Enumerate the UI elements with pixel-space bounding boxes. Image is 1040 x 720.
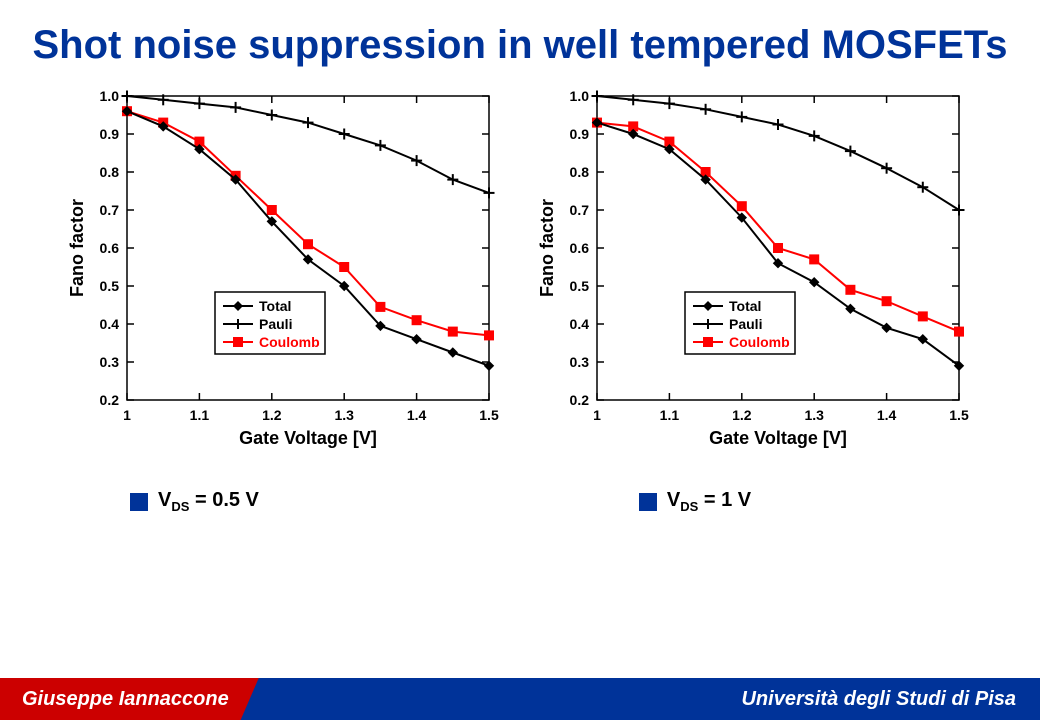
svg-text:0.6: 0.6 — [570, 240, 590, 256]
svg-text:Pauli: Pauli — [259, 316, 292, 332]
svg-text:1.3: 1.3 — [334, 407, 354, 423]
svg-text:0.7: 0.7 — [100, 202, 120, 218]
footer: Giuseppe Iannaccone Università degli Stu… — [0, 678, 1040, 720]
svg-text:Coulomb: Coulomb — [259, 334, 320, 350]
svg-text:1.0: 1.0 — [100, 88, 120, 104]
svg-text:1: 1 — [123, 407, 131, 423]
slide-title: Shot noise suppression in well tempered … — [0, 0, 1040, 68]
svg-text:0.3: 0.3 — [570, 354, 590, 370]
svg-text:0.3: 0.3 — [100, 354, 120, 370]
svg-text:Gate Voltage [V]: Gate Voltage [V] — [239, 428, 377, 448]
caption-row: VDS = 0.5 V VDS = 1 V — [130, 489, 1040, 514]
chart-left-svg: 1 1.1 1.2 1.3 1.4 1.5 0.2 0.3 0.4 0.5 0.6 0.7 0.8 0.9… — [65, 86, 505, 456]
svg-text:1.4: 1.4 — [877, 407, 897, 423]
svg-text:1.1: 1.1 — [660, 407, 680, 423]
svg-text:Total: Total — [729, 298, 761, 314]
chart-left: 1 1.1 1.2 1.3 1.4 1.5 0.2 0.3 0.4 0.5 0.6 0.7 0.8 0.9… — [65, 86, 505, 461]
chart-right-svg: 1 1.1 1.2 1.3 1.4 1.5 0.2 0.3 0.4 0.5 0.6 0.7 0.8 0.9… — [535, 86, 975, 456]
svg-text:1.2: 1.2 — [262, 407, 282, 423]
caption-left: VDS = 0.5 V — [130, 489, 259, 514]
caption-left-text: VDS = 0.5 V — [158, 489, 259, 514]
svg-text:0.8: 0.8 — [100, 164, 120, 180]
svg-text:0.2: 0.2 — [570, 392, 590, 408]
caption-right: VDS = 1 V — [639, 489, 751, 514]
svg-text:1.1: 1.1 — [190, 407, 210, 423]
svg-text:1.2: 1.2 — [732, 407, 752, 423]
svg-text:Gate Voltage [V]: Gate Voltage [V] — [709, 428, 847, 448]
svg-text:0.4: 0.4 — [570, 316, 590, 332]
svg-text:Fano factor: Fano factor — [537, 199, 557, 297]
svg-text:0.9: 0.9 — [570, 126, 590, 142]
svg-text:0.5: 0.5 — [100, 278, 120, 294]
caption-right-text: VDS = 1 V — [667, 489, 751, 514]
chart-right: 1 1.1 1.2 1.3 1.4 1.5 0.2 0.3 0.4 0.5 0.6 0.7 0.8 0.9… — [535, 86, 975, 461]
svg-text:Pauli: Pauli — [729, 316, 762, 332]
svg-text:1.5: 1.5 — [949, 407, 969, 423]
svg-text:0.5: 0.5 — [570, 278, 590, 294]
svg-text:0.9: 0.9 — [100, 126, 120, 142]
svg-text:1.5: 1.5 — [479, 407, 499, 423]
svg-text:1.3: 1.3 — [804, 407, 824, 423]
svg-text:1.0: 1.0 — [570, 88, 590, 104]
bullet-icon — [639, 493, 657, 511]
charts-container: 1 1.1 1.2 1.3 1.4 1.5 0.2 0.3 0.4 0.5 0.6 0.7 0.8 0.9… — [0, 86, 1040, 461]
svg-text:Total: Total — [259, 298, 291, 314]
svg-text:0.2: 0.2 — [100, 392, 120, 408]
svg-text:0.4: 0.4 — [100, 316, 120, 332]
svg-text:Fano factor: Fano factor — [67, 199, 87, 297]
svg-text:0.8: 0.8 — [570, 164, 590, 180]
svg-text:Coulomb: Coulomb — [729, 334, 790, 350]
svg-text:0.6: 0.6 — [100, 240, 120, 256]
svg-text:1.4: 1.4 — [407, 407, 427, 423]
svg-text:1: 1 — [593, 407, 601, 423]
footer-university: Università degli Studi di Pisa — [741, 688, 1040, 711]
footer-author: Giuseppe Iannaccone — [0, 678, 259, 720]
svg-text:0.7: 0.7 — [570, 202, 590, 218]
bullet-icon — [130, 493, 148, 511]
